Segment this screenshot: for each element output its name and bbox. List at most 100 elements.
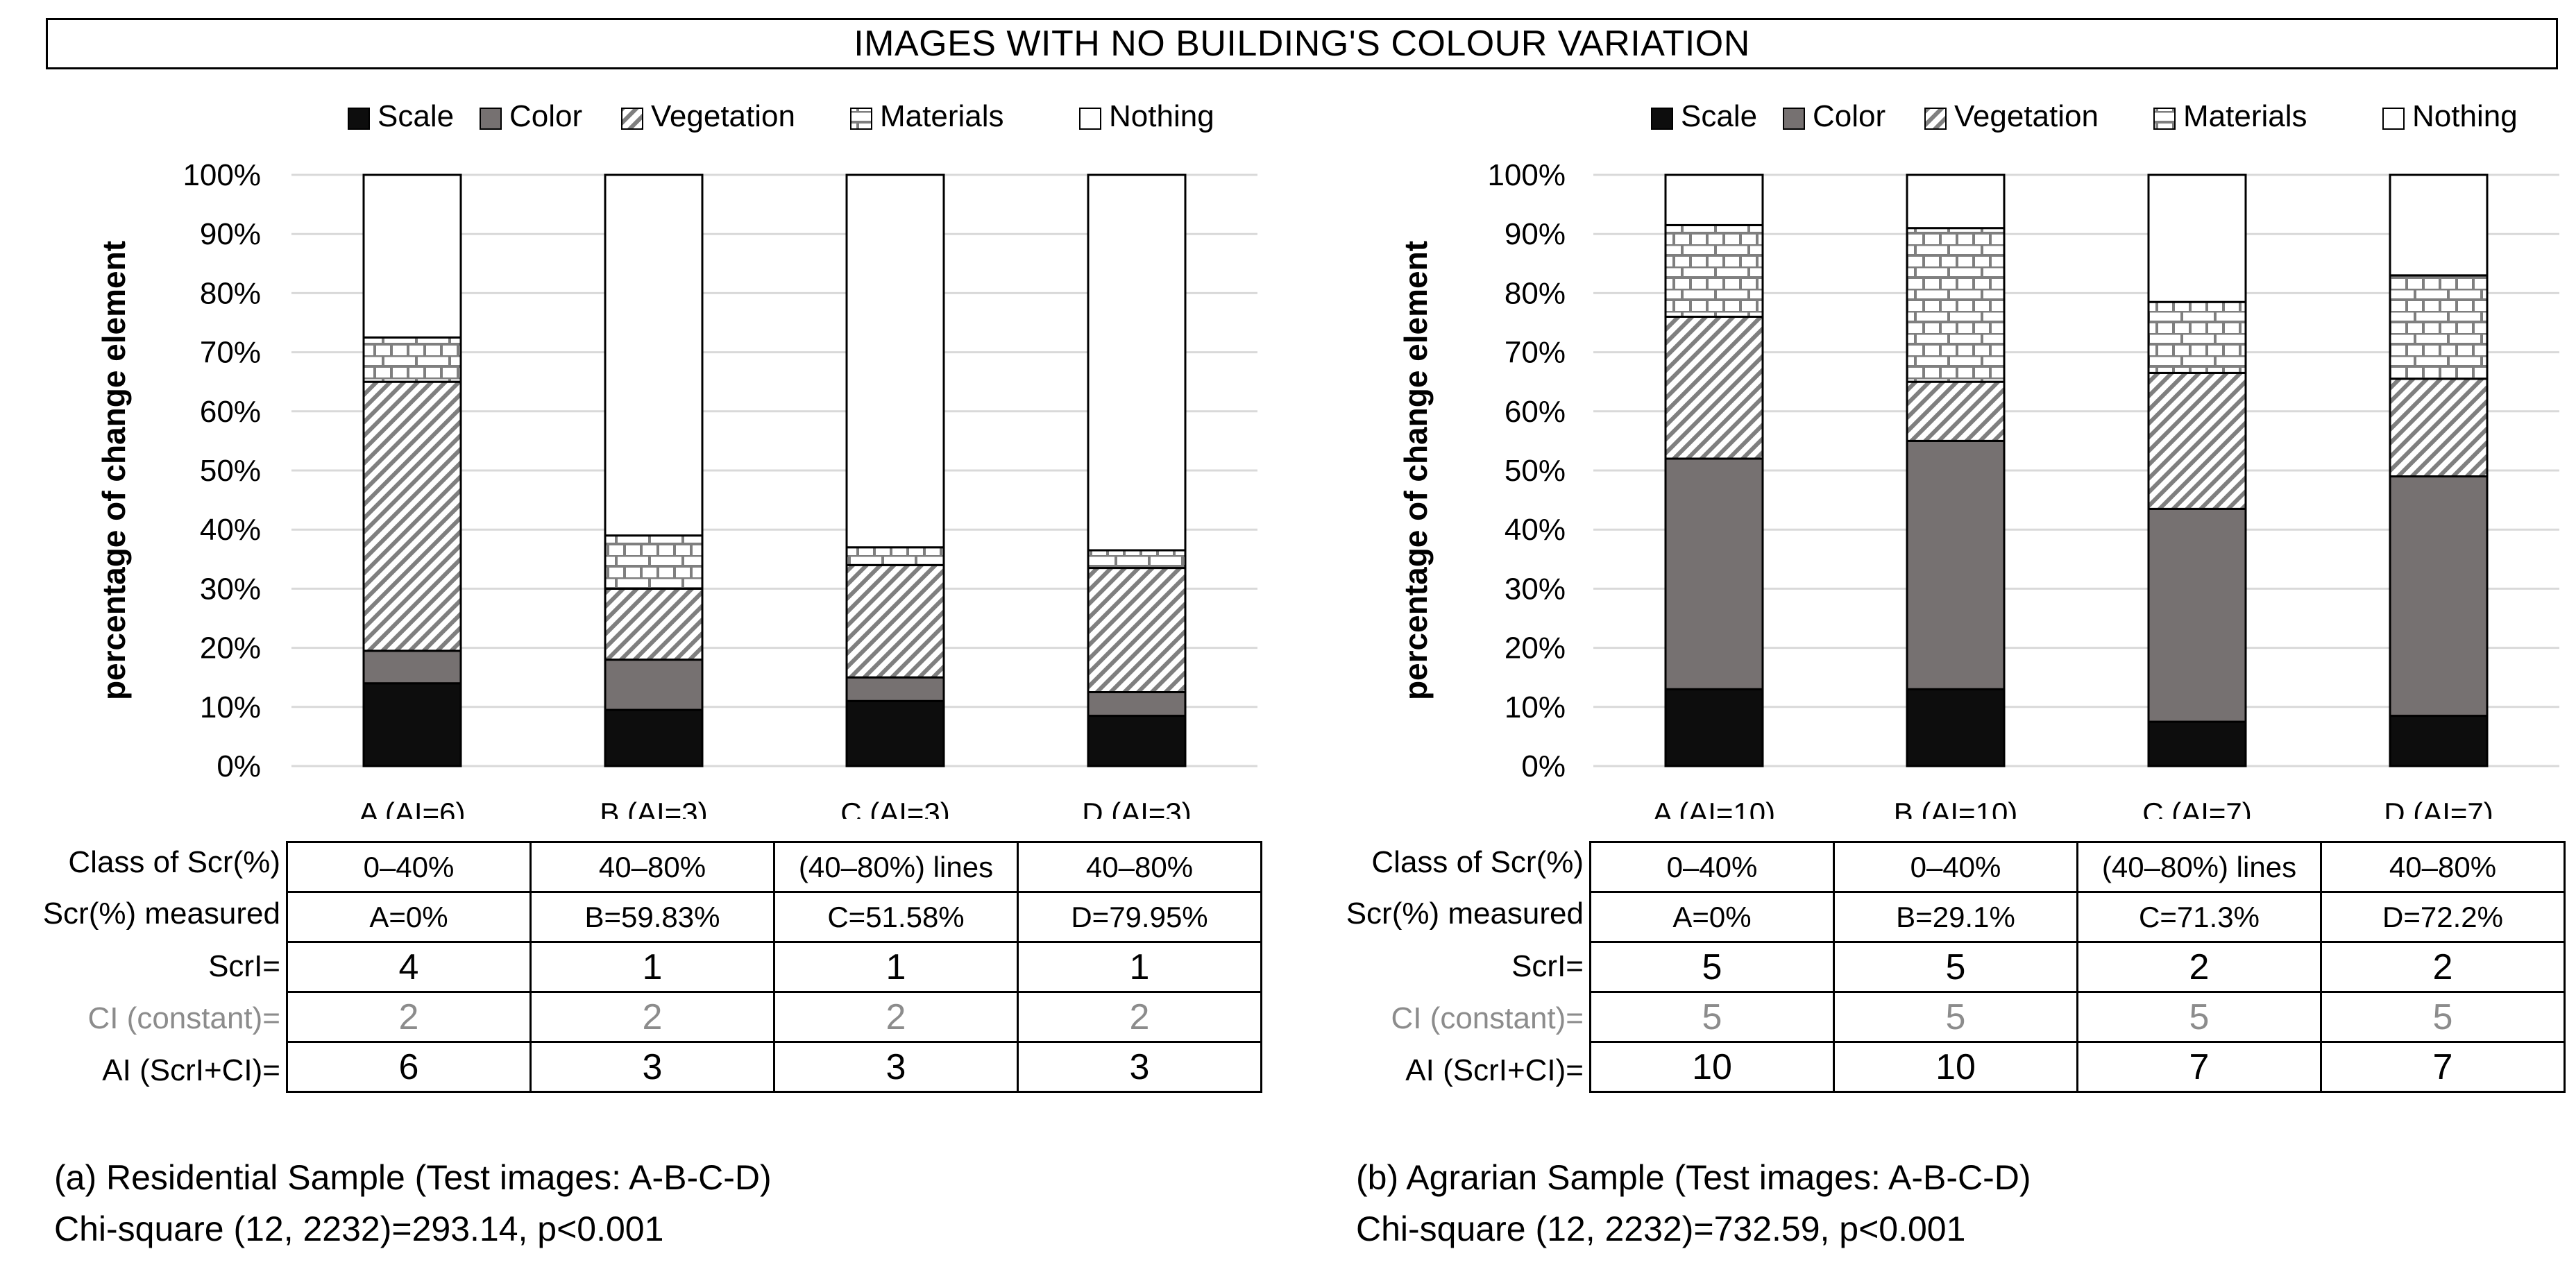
table-cell: 2 bbox=[2076, 941, 2322, 993]
table-cell: 0–40% bbox=[286, 841, 532, 893]
bar-segment-nothing bbox=[362, 173, 462, 339]
table-b-row-label-ci: CI (constant)= bbox=[1391, 1001, 1584, 1035]
table-cell: 5 bbox=[1589, 991, 1835, 1043]
legend-swatch-scale bbox=[1651, 108, 1673, 130]
bar-segment-materials bbox=[2389, 274, 2489, 380]
legend-swatch-vegetation bbox=[1924, 108, 1947, 130]
y-axis-title: percentage of change element bbox=[1398, 241, 1434, 700]
bar-segment-vegetation bbox=[2389, 377, 2489, 478]
x-tick-label: B (AI=3) bbox=[600, 797, 707, 819]
bar-segment-color bbox=[1664, 457, 1764, 690]
table-cell: D=79.95% bbox=[1017, 891, 1262, 943]
bar-segment-nothing bbox=[1087, 173, 1187, 552]
y-tick-label: 40% bbox=[1505, 513, 1566, 547]
table-b-row-label-measured: Scr(%) measured bbox=[1346, 897, 1584, 931]
bar-segment-materials bbox=[845, 546, 945, 566]
bar-segment-scale bbox=[1087, 715, 1187, 767]
caption-a-stat: Chi-square (12, 2232)=293.14, p<0.001 bbox=[54, 1209, 664, 1248]
table-cell: 1 bbox=[773, 941, 1019, 993]
table-cell: 0–40% bbox=[1833, 841, 2078, 893]
y-tick-label: 60% bbox=[1505, 395, 1566, 429]
bar-segment-vegetation bbox=[604, 587, 704, 661]
table-cell: 4 bbox=[286, 941, 532, 993]
bar-segment-nothing bbox=[2147, 173, 2247, 303]
bar-segment-scale bbox=[1664, 688, 1764, 767]
legend-swatch-vegetation bbox=[621, 108, 643, 130]
y-axis-title: percentage of change element bbox=[96, 241, 132, 700]
y-tick-label: 10% bbox=[200, 690, 261, 724]
table-cell: B=59.83% bbox=[529, 891, 775, 943]
legend-label: Nothing bbox=[1109, 99, 1214, 133]
table-row: 6 3 3 3 bbox=[286, 1041, 1262, 1093]
table-cell: 5 bbox=[2320, 991, 2566, 1043]
table-b-row-label-scri: ScrI= bbox=[1511, 949, 1584, 983]
legend-label: Vegetation bbox=[1954, 99, 2099, 133]
y-tick-label: 10% bbox=[1505, 690, 1566, 724]
table-cell: B=29.1% bbox=[1833, 891, 2078, 943]
y-tick-label: 60% bbox=[200, 395, 261, 429]
bar-segment-vegetation bbox=[2147, 371, 2247, 510]
y-tick-label: 20% bbox=[1505, 631, 1566, 665]
bar-segment-color bbox=[2147, 507, 2247, 723]
legend-swatch-scale bbox=[348, 108, 370, 130]
table-a-row-label-class: Class of Scr(%) bbox=[68, 845, 280, 879]
legend-swatch-color bbox=[1783, 108, 1805, 130]
bar-segment-vegetation bbox=[362, 380, 462, 652]
table-a-wrap: 0–40% 40–80% (40–80%) lines 40–80% A=0% … bbox=[286, 841, 1262, 1093]
table-cell: 5 bbox=[2076, 991, 2322, 1043]
bar-segment-vegetation bbox=[1087, 567, 1187, 694]
table-cell: (40–80%) lines bbox=[773, 841, 1019, 893]
table-row: 0–40% 40–80% (40–80%) lines 40–80% bbox=[286, 841, 1262, 893]
table-cell: C=71.3% bbox=[2076, 891, 2322, 943]
legend-label: Scale bbox=[1681, 99, 1757, 133]
bar-segment-materials bbox=[1664, 223, 1764, 318]
table-row: 0–40% 0–40% (40–80%) lines 40–80% bbox=[1589, 841, 2566, 893]
y-tick-label: 50% bbox=[200, 454, 261, 488]
table-cell: 6 bbox=[286, 1041, 532, 1093]
bar-segment-scale bbox=[1906, 688, 2006, 767]
table-cell: D=72.2% bbox=[2320, 891, 2566, 943]
bar-segment-materials bbox=[362, 336, 462, 383]
y-tick-label: 70% bbox=[1505, 336, 1566, 370]
legend-label: Scale bbox=[378, 99, 454, 133]
table-cell: 1 bbox=[1017, 941, 1262, 993]
table-b-row-label-class: Class of Scr(%) bbox=[1371, 845, 1584, 879]
y-tick-label: 100% bbox=[183, 158, 261, 192]
charts-canvas: 0% 10% 20% 30% 40% 50% 60% 70% 80% 90% 100% percent… bbox=[96, 99, 2559, 819]
bar-segment-color bbox=[2389, 475, 2489, 717]
bar-segment-nothing bbox=[2389, 173, 2489, 277]
table-cell: 3 bbox=[529, 1041, 775, 1093]
table-cell: 10 bbox=[1589, 1041, 1835, 1093]
y-tick-label: 0% bbox=[217, 749, 261, 783]
table-a-row-label-ci: CI (constant)= bbox=[87, 1001, 280, 1035]
table-cell: (40–80%) lines bbox=[2076, 841, 2322, 893]
table-row: 10 10 7 7 bbox=[1589, 1041, 2566, 1093]
legend-label: Color bbox=[1813, 99, 1886, 133]
table-cell: 5 bbox=[1833, 941, 2078, 993]
caption-a-title: (a) Residential Sample (Test images: A-B… bbox=[54, 1158, 772, 1197]
y-tick-label: 40% bbox=[200, 513, 261, 547]
table-cell: 40–80% bbox=[2320, 841, 2566, 893]
table-row: A=0% B=59.83% C=51.58% D=79.95% bbox=[286, 891, 1262, 943]
table-cell: 2 bbox=[1017, 991, 1262, 1043]
residential-chart: 0% 10% 20% 30% 40% 50% 60% 70% 80% 90% 100% percent… bbox=[96, 99, 1257, 819]
table-row: 5 5 2 2 bbox=[1589, 941, 2566, 993]
bar-segment-materials bbox=[604, 534, 704, 590]
table-cell: 0–40% bbox=[1589, 841, 1835, 893]
y-tick-label: 90% bbox=[200, 217, 261, 251]
bar-segment-materials bbox=[1087, 549, 1187, 570]
y-tick-label: 50% bbox=[1505, 454, 1566, 488]
bar-segment-scale bbox=[2389, 715, 2489, 767]
table-cell: A=0% bbox=[1589, 891, 1835, 943]
x-tick-label: C (AI=7) bbox=[2142, 797, 2252, 819]
bar-segment-scale bbox=[604, 708, 704, 767]
bar-segment-scale bbox=[845, 699, 945, 767]
table-cell: A=0% bbox=[286, 891, 532, 943]
y-tick-label: 80% bbox=[200, 276, 261, 310]
table-b-row-label-ai: AI (ScrI+CI)= bbox=[1405, 1053, 1584, 1087]
caption-b-stat: Chi-square (12, 2232)=732.59, p<0.001 bbox=[1356, 1209, 1966, 1248]
table-row: 5 5 5 5 bbox=[1589, 991, 2566, 1043]
caption-b-title: (b) Agrarian Sample (Test images: A-B-C-… bbox=[1356, 1158, 2031, 1197]
legend-label: Nothing bbox=[2412, 99, 2518, 133]
bar-segment-nothing bbox=[845, 173, 945, 549]
